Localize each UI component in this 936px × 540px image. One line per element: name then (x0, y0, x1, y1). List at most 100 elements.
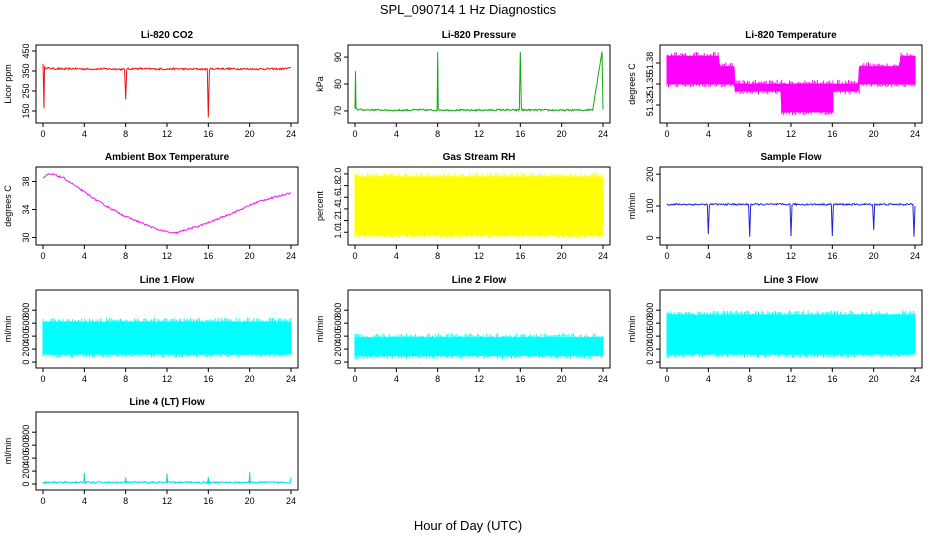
y-tick-label: 0 (645, 360, 655, 365)
x-tick-label: 12 (474, 251, 484, 261)
x-tick-label: 16 (515, 129, 525, 139)
y-tick-label: 600 (333, 316, 343, 331)
x-tick-label: 24 (286, 374, 296, 384)
panel-3: Li-820 Temperature 0 4 8 12 16 20 24 51.3251.355… (627, 30, 923, 139)
y-tick-label: 1.6 (333, 191, 343, 204)
panel-title: Li-820 Temperature (745, 30, 837, 41)
series-noise (666, 310, 916, 358)
x-tick-label: 0 (352, 129, 357, 139)
y-tick-label: 0 (645, 235, 655, 240)
panel-title: Line 3 Flow (764, 275, 819, 286)
x-tick-label: 4 (82, 374, 87, 384)
y-axis-label: percent (315, 190, 325, 221)
x-tick-label: 8 (435, 129, 440, 139)
y-tick-label: 51.35 (645, 73, 655, 96)
x-tick-label: 4 (82, 496, 87, 506)
y-axis-label: ml/min (3, 316, 13, 343)
y-tick-label: 0 (21, 360, 31, 365)
x-tick-label: 12 (162, 496, 172, 506)
x-tick-label: 24 (598, 251, 608, 261)
y-tick-label: 100 (645, 198, 655, 213)
y-tick-label: 600 (21, 438, 31, 453)
x-tick-label: 4 (706, 251, 711, 261)
x-tick-label: 20 (557, 374, 567, 384)
y-tick-label: 450 (21, 43, 31, 58)
x-tick-label: 8 (435, 374, 440, 384)
y-tick-label: 30 (21, 232, 31, 242)
series-noise (354, 172, 604, 239)
y-tick-label: 800 (333, 303, 343, 318)
panel-title: Li-820 Pressure (442, 30, 517, 41)
x-axis-label: Hour of Day (UTC) (413, 518, 523, 533)
plot-frame (347, 44, 611, 124)
x-tick-label: 8 (747, 129, 752, 139)
x-tick-label: 8 (747, 374, 752, 384)
x-tick-label: 20 (245, 129, 255, 139)
x-tick-label: 0 (352, 374, 357, 384)
x-tick-label: 16 (203, 496, 213, 506)
panel-1: Li-820 CO2 0 4 8 12 16 20 24 150 250 350 450 Licor p… (3, 30, 299, 139)
panel-title: Li-820 CO2 (141, 30, 194, 41)
panel-title: Line 1 Flow (140, 275, 195, 286)
x-tick-label: 12 (474, 374, 484, 384)
x-tick-label: 24 (598, 374, 608, 384)
y-axis-label: ml/min (3, 438, 13, 465)
x-tick-label: 20 (245, 496, 255, 506)
y-tick-label: 400 (21, 329, 31, 344)
series-noise (42, 317, 292, 358)
panel-10: Line 4 (LT) Flow 0 4 8 12 16 20 24 0 200400600800… (3, 397, 299, 506)
x-tick-label: 12 (786, 251, 796, 261)
y-tick-label: 200 (645, 167, 655, 182)
y-tick-label: 51.32 (645, 94, 655, 117)
x-tick-label: 4 (706, 129, 711, 139)
x-tick-label: 24 (598, 129, 608, 139)
x-tick-label: 16 (203, 129, 213, 139)
y-tick-label: 800 (645, 303, 655, 318)
x-tick-label: 0 (40, 129, 45, 139)
x-tick-label: 8 (123, 129, 128, 139)
x-tick-label: 4 (82, 251, 87, 261)
x-tick-label: 4 (82, 129, 87, 139)
x-tick-label: 4 (394, 251, 399, 261)
x-tick-label: 24 (910, 374, 920, 384)
x-tick-label: 16 (827, 374, 837, 384)
y-tick-label: 400 (21, 451, 31, 466)
x-tick-label: 24 (286, 251, 296, 261)
panel-title: Line 2 Flow (452, 275, 507, 286)
y-tick-label: 1.2 (333, 214, 343, 227)
x-tick-label: 8 (747, 251, 752, 261)
y-tick-label: 80 (333, 79, 343, 89)
y-tick-label: 150 (21, 103, 31, 118)
panel-2: Li-820 Pressure 0 4 8 12 16 20 24 70 80 90 kPa (315, 30, 611, 139)
x-tick-label: 16 (203, 251, 213, 261)
x-tick-label: 12 (162, 129, 172, 139)
x-tick-label: 20 (869, 374, 879, 384)
y-axis-label: degrees C (3, 185, 13, 227)
series-line (354, 51, 604, 112)
y-axis-label: ml/min (315, 316, 325, 343)
y-tick-label: 200 (333, 342, 343, 357)
x-tick-label: 20 (557, 129, 567, 139)
x-tick-label: 8 (123, 496, 128, 506)
series-line (666, 202, 916, 237)
x-tick-label: 24 (910, 251, 920, 261)
y-tick-label: 51.38 (645, 52, 655, 75)
x-tick-label: 12 (786, 374, 796, 384)
x-tick-label: 24 (286, 129, 296, 139)
x-tick-label: 0 (40, 374, 45, 384)
x-tick-label: 8 (123, 374, 128, 384)
x-tick-label: 16 (827, 251, 837, 261)
x-tick-label: 20 (245, 374, 255, 384)
x-tick-label: 0 (664, 251, 669, 261)
x-tick-label: 8 (123, 251, 128, 261)
y-tick-label: 350 (21, 63, 31, 78)
plot-frame (35, 166, 299, 246)
x-tick-label: 8 (435, 251, 440, 261)
y-tick-label: 0 (333, 360, 343, 365)
x-tick-label: 12 (786, 129, 796, 139)
y-tick-label: 0 (21, 482, 31, 487)
y-tick-label: 200 (21, 464, 31, 479)
x-tick-label: 0 (352, 251, 357, 261)
